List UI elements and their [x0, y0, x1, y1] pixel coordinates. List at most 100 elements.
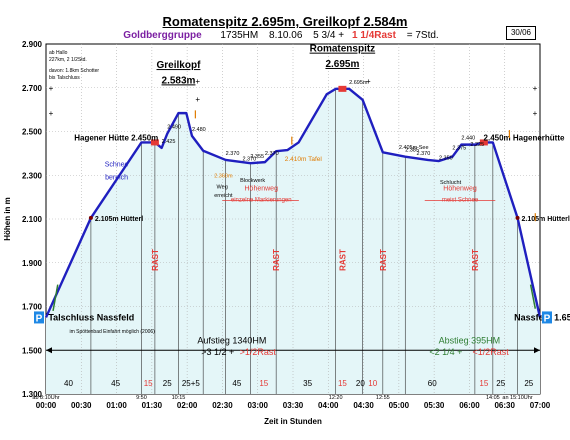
segment-duration: 10 — [368, 379, 377, 388]
segment-duration: 20 — [356, 379, 365, 388]
segment-duration: 35 — [303, 379, 312, 388]
spot-label: 2.385 — [405, 148, 419, 154]
x-axis-label: Zeit in Stunden — [264, 417, 322, 426]
x-tick-label: 02:00 — [177, 401, 198, 410]
spot-label: 2.370 — [226, 151, 240, 157]
gorge-note: Schlucht — [440, 180, 462, 186]
segment-duration: 15 — [259, 379, 268, 388]
y-axis-label: Höhen in m — [3, 197, 12, 241]
spot-label: 2.370 — [417, 151, 431, 157]
spot-label: 2.355 — [250, 154, 264, 160]
segment-duration: 15 — [479, 379, 488, 388]
terrain-note: Blockwerk — [240, 178, 265, 184]
rast-label: RAST — [272, 249, 281, 271]
y-tick-label: 2.500 — [22, 128, 43, 137]
rast-label: RAST — [471, 249, 480, 271]
rest-stop-marker — [338, 85, 347, 92]
x-tick-label: 06:30 — [494, 401, 515, 410]
rest-stop-marker — [150, 139, 159, 146]
segment-duration: 15 — [144, 379, 153, 388]
segment-duration: 25 — [496, 379, 505, 388]
x-tick-label: 01:30 — [142, 401, 163, 410]
peak-altitude: 2.583m — [162, 75, 196, 86]
spot-label: 2.490 — [167, 125, 181, 131]
segment-duration: 45 — [232, 379, 241, 388]
grid-plus-mark: + — [49, 84, 54, 93]
spot-label: 2.105m Hütterl — [522, 216, 570, 223]
parking-label: P — [544, 313, 551, 324]
spot-label: 2.425 — [162, 139, 176, 145]
snow-note: Schnee — [105, 162, 129, 169]
spot-label: 2.440 — [461, 136, 475, 142]
hut-label-left: Hagener Hütte 2.450m — [74, 133, 158, 142]
spot-label: 2.480 — [192, 127, 206, 133]
descent-time: <2 1/4 + — [429, 347, 462, 357]
ascent-time: >3 1/2 + — [201, 347, 234, 357]
x-tick-label: 00:00 — [36, 401, 57, 410]
grid-plus-mark: + — [366, 77, 371, 86]
chart-title: Romatenspitz 2.695m, Greilkopf 2.584m — [162, 14, 408, 29]
bottom-time: 12:55 — [376, 395, 390, 401]
x-tick-label: 05:00 — [389, 401, 410, 410]
bottom-time: 14:05 — [486, 395, 500, 401]
trail-note: meist Schnee — [442, 198, 479, 204]
y-tick-label: 1.300 — [22, 390, 43, 399]
x-tick-label: 06:00 — [459, 401, 480, 410]
y-tick-label: 2.900 — [22, 40, 43, 49]
lake-note: 2.405m See — [399, 145, 429, 151]
ascent-label: Aufstieg 1340HM — [197, 336, 266, 346]
rast-label: RAST — [338, 249, 347, 271]
rest-stop-marker — [479, 139, 488, 146]
y-tick-label: 2.300 — [22, 171, 43, 180]
rast-label: RAST — [151, 249, 160, 271]
trail-note: Höhenweg — [443, 186, 477, 193]
x-tick-label: 04:00 — [318, 401, 339, 410]
path-note: 2.360m — [214, 173, 233, 179]
sign-note: 2.410m Tafel — [285, 156, 323, 163]
peak-altitude: 2.695m — [325, 59, 359, 70]
segment-duration: 25 — [524, 379, 533, 388]
trail-note: einzelne Markierungen — [231, 198, 292, 204]
arrow-head — [534, 347, 540, 354]
arrow-head — [46, 347, 52, 354]
snow-note: bereich — [105, 175, 128, 182]
spot-label: 2.225 — [470, 142, 484, 148]
chart-subtitle: Goldberggruppe 1735HM 8.10.06 5 3/4 + 1 1… — [0, 30, 570, 41]
time-walk: 5 3/4 + — [313, 30, 345, 41]
time-total: = 7Std. — [406, 30, 439, 41]
spot-label: 2.695m — [349, 80, 368, 86]
trail-note: Höhenweg — [245, 186, 279, 193]
x-tick-label: 02:30 — [212, 401, 233, 410]
place-label-left: Talschluss Nassfeld — [48, 312, 134, 322]
elevation-gain: 1735HM — [220, 30, 259, 41]
spot-label: 2.105m Hütterl — [95, 216, 143, 223]
ascent-rest: >1/2Rast — [240, 347, 277, 357]
profile-area — [46, 88, 540, 394]
spot-label: 2.375 — [452, 145, 466, 151]
bottom-time: ab 8:10Uhr — [32, 395, 59, 401]
grid-plus-mark: + — [49, 109, 54, 118]
green-arrow — [52, 284, 59, 312]
x-tick-label: 03:00 — [247, 401, 268, 410]
profile-line — [44, 87, 542, 318]
start-note: ab Hallo — [49, 50, 68, 56]
green-arrow — [529, 284, 537, 309]
path-note: erreicht — [214, 193, 233, 199]
grid-plus-mark: + — [533, 84, 538, 93]
segment-duration: 60 — [428, 379, 437, 388]
x-tick-label: 05:30 — [424, 401, 445, 410]
parking-marker — [542, 311, 552, 324]
bottom-time: 10:15 — [172, 395, 186, 401]
bottom-time: 12:20 — [329, 395, 343, 401]
y-tick-label: 2.100 — [22, 215, 43, 224]
group-label: Goldberggruppe — [123, 30, 202, 41]
grid-plus-mark: + — [195, 77, 200, 86]
bottom-time: 9:50 — [136, 395, 147, 401]
x-tick-label: 03:30 — [283, 401, 304, 410]
y-tick-label: 2.700 — [22, 84, 43, 93]
peak-name: Romatenspitz — [310, 44, 376, 55]
time-rest: 1 1/4Rast — [352, 30, 396, 41]
segment-duration: 25+5 — [182, 379, 201, 388]
parking-label: P — [36, 313, 43, 324]
tour-date: 8.10.06 — [269, 30, 303, 41]
